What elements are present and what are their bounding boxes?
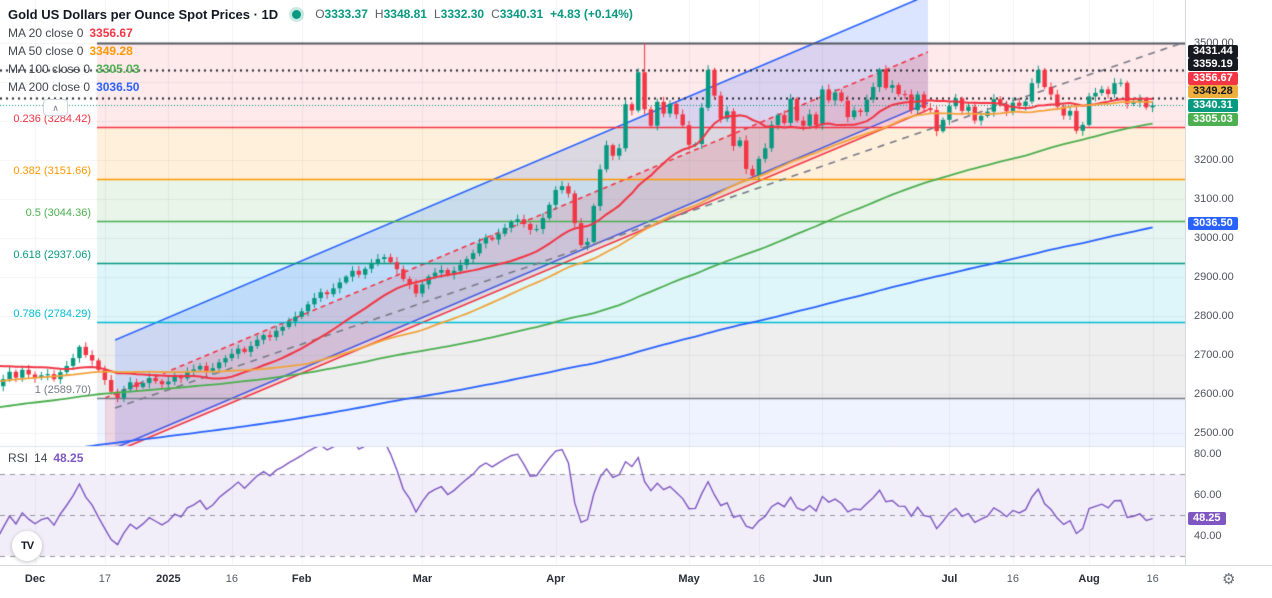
ohlc-o: O3333.37 xyxy=(315,7,368,21)
ohlc-values: O3333.37 H3348.81 L3332.30 C3340.31 +4.83 (+… xyxy=(315,7,633,21)
ma-label: MA 200 close 0 xyxy=(8,80,91,94)
price-tick-label: 3100.00 xyxy=(1194,193,1234,205)
ohlc-l: L3332.30 xyxy=(433,7,485,21)
time-tick-label: 17 xyxy=(98,573,111,585)
price-axis[interactable]: 3500.00 3200.00 3100.00 3000.00 2900.00 2800.… xyxy=(1185,0,1272,565)
price-badge: 3349.28 xyxy=(1188,85,1238,99)
rsi-name: RSI xyxy=(8,451,29,465)
ma-label: MA 20 close 0 xyxy=(8,26,84,40)
time-tick-label: Apr xyxy=(546,573,566,585)
tradingview-logo-icon[interactable]: TV xyxy=(12,531,42,561)
fib-level-label: 0.786 (2784.29) xyxy=(13,308,91,321)
gear-icon[interactable]: ⚙ xyxy=(1222,571,1236,588)
price-badge: 3340.31 xyxy=(1188,98,1238,112)
price-badge: 3036.50 xyxy=(1188,217,1238,231)
fib-level-label: 1 (2589.70) xyxy=(34,384,91,397)
time-tick-label: 16 xyxy=(1146,573,1159,585)
time-tick-label: 16 xyxy=(225,573,238,585)
symbol-title[interactable]: Gold US Dollars per Ounce Spot Prices · … xyxy=(8,6,279,22)
time-tick-label: 2025 xyxy=(156,573,181,585)
rsi-value: 48.25 xyxy=(53,451,84,465)
rsi-tick-label: 60.00 xyxy=(1194,488,1222,501)
price-badge: 3359.19 xyxy=(1188,58,1238,72)
fib-level-label: 0.382 (3151.66) xyxy=(13,164,91,177)
price-tick-label: 3200.00 xyxy=(1194,154,1234,166)
legend-collapse-button[interactable]: ∧ xyxy=(43,99,68,116)
time-tick-label: 16 xyxy=(1006,573,1020,585)
ma-legend-row-50[interactable]: MA 50 close 0 3349.28 xyxy=(8,42,633,60)
ma-label: MA 100 close 0 xyxy=(8,62,91,76)
time-tick-label: Mar xyxy=(412,573,433,585)
time-tick-label: Jul xyxy=(941,573,958,585)
rsi-param: 14 xyxy=(34,451,48,465)
ma-value: 3036.50 xyxy=(96,80,140,94)
fib-level-label: 0.5 (3044.36) xyxy=(25,206,91,219)
ohlc-h: H3348.81 xyxy=(374,7,427,21)
ma-legend-row-200[interactable]: MA 200 close 0 3036.50 xyxy=(8,78,633,96)
price-tick-label: 2700.00 xyxy=(1194,349,1234,361)
price-chart-canvas[interactable] xyxy=(0,0,1185,565)
time-tick-label: Feb xyxy=(291,573,312,585)
time-tick-label: Jun xyxy=(812,573,833,585)
ma-legend-row-20[interactable]: MA 20 close 0 3356.67 xyxy=(8,24,633,42)
price-badge: 3305.03 xyxy=(1188,112,1238,126)
ma-value: 3349.28 xyxy=(89,44,133,58)
symbol-title-row[interactable]: Gold US Dollars per Ounce Spot Prices · … xyxy=(8,4,633,24)
time-axis[interactable]: ⚙ Dec 17 2025 16 Feb Mar Apr May 16 Jun Jul 16 Aug 16 xyxy=(0,565,1272,598)
price-tick-label: 2900.00 xyxy=(1194,271,1234,283)
fib-level-label: 0.618 (2937.06) xyxy=(13,248,91,261)
price-tick-label: 2600.00 xyxy=(1194,388,1234,400)
ma-label: MA 50 close 0 xyxy=(8,44,84,58)
time-tick-label: Dec xyxy=(24,573,46,585)
price-tick-label: 3000.00 xyxy=(1194,232,1234,244)
ma-legend-rows: MA 20 close 0 3356.67 MA 50 close 0 3349.28… xyxy=(8,24,633,96)
rsi-tick-label: 80.00 xyxy=(1194,448,1222,460)
price-badge: 3356.67 xyxy=(1188,71,1238,85)
ma-legend-row-100[interactable]: MA 100 close 0 3305.03 xyxy=(8,60,633,78)
fib-level-label: 0.236 (3284.42) xyxy=(13,113,91,126)
rsi-legend[interactable]: RSI 14 48.25 xyxy=(8,451,83,465)
time-tick-label: 16 xyxy=(752,573,766,585)
ohlc-c: C3340.31 xyxy=(491,7,544,21)
time-tick-label: Aug xyxy=(1078,573,1100,585)
change-value: +4.83 (+0.14%) xyxy=(550,7,633,21)
ma-value: 3356.67 xyxy=(89,26,133,40)
time-tick-label: May xyxy=(678,573,700,585)
rsi-badge: 48.25 xyxy=(1188,512,1226,526)
market-status-icon[interactable] xyxy=(292,9,302,19)
chart-legend: Gold US Dollars per Ounce Spot Prices · … xyxy=(8,4,633,96)
price-tick-label: 2500.00 xyxy=(1194,427,1234,439)
ma-value: 3305.03 xyxy=(96,62,140,76)
price-badge: 3431.44 xyxy=(1188,44,1238,58)
price-tick-label: 2800.00 xyxy=(1194,310,1234,322)
rsi-tick-label: 40.00 xyxy=(1194,529,1222,542)
